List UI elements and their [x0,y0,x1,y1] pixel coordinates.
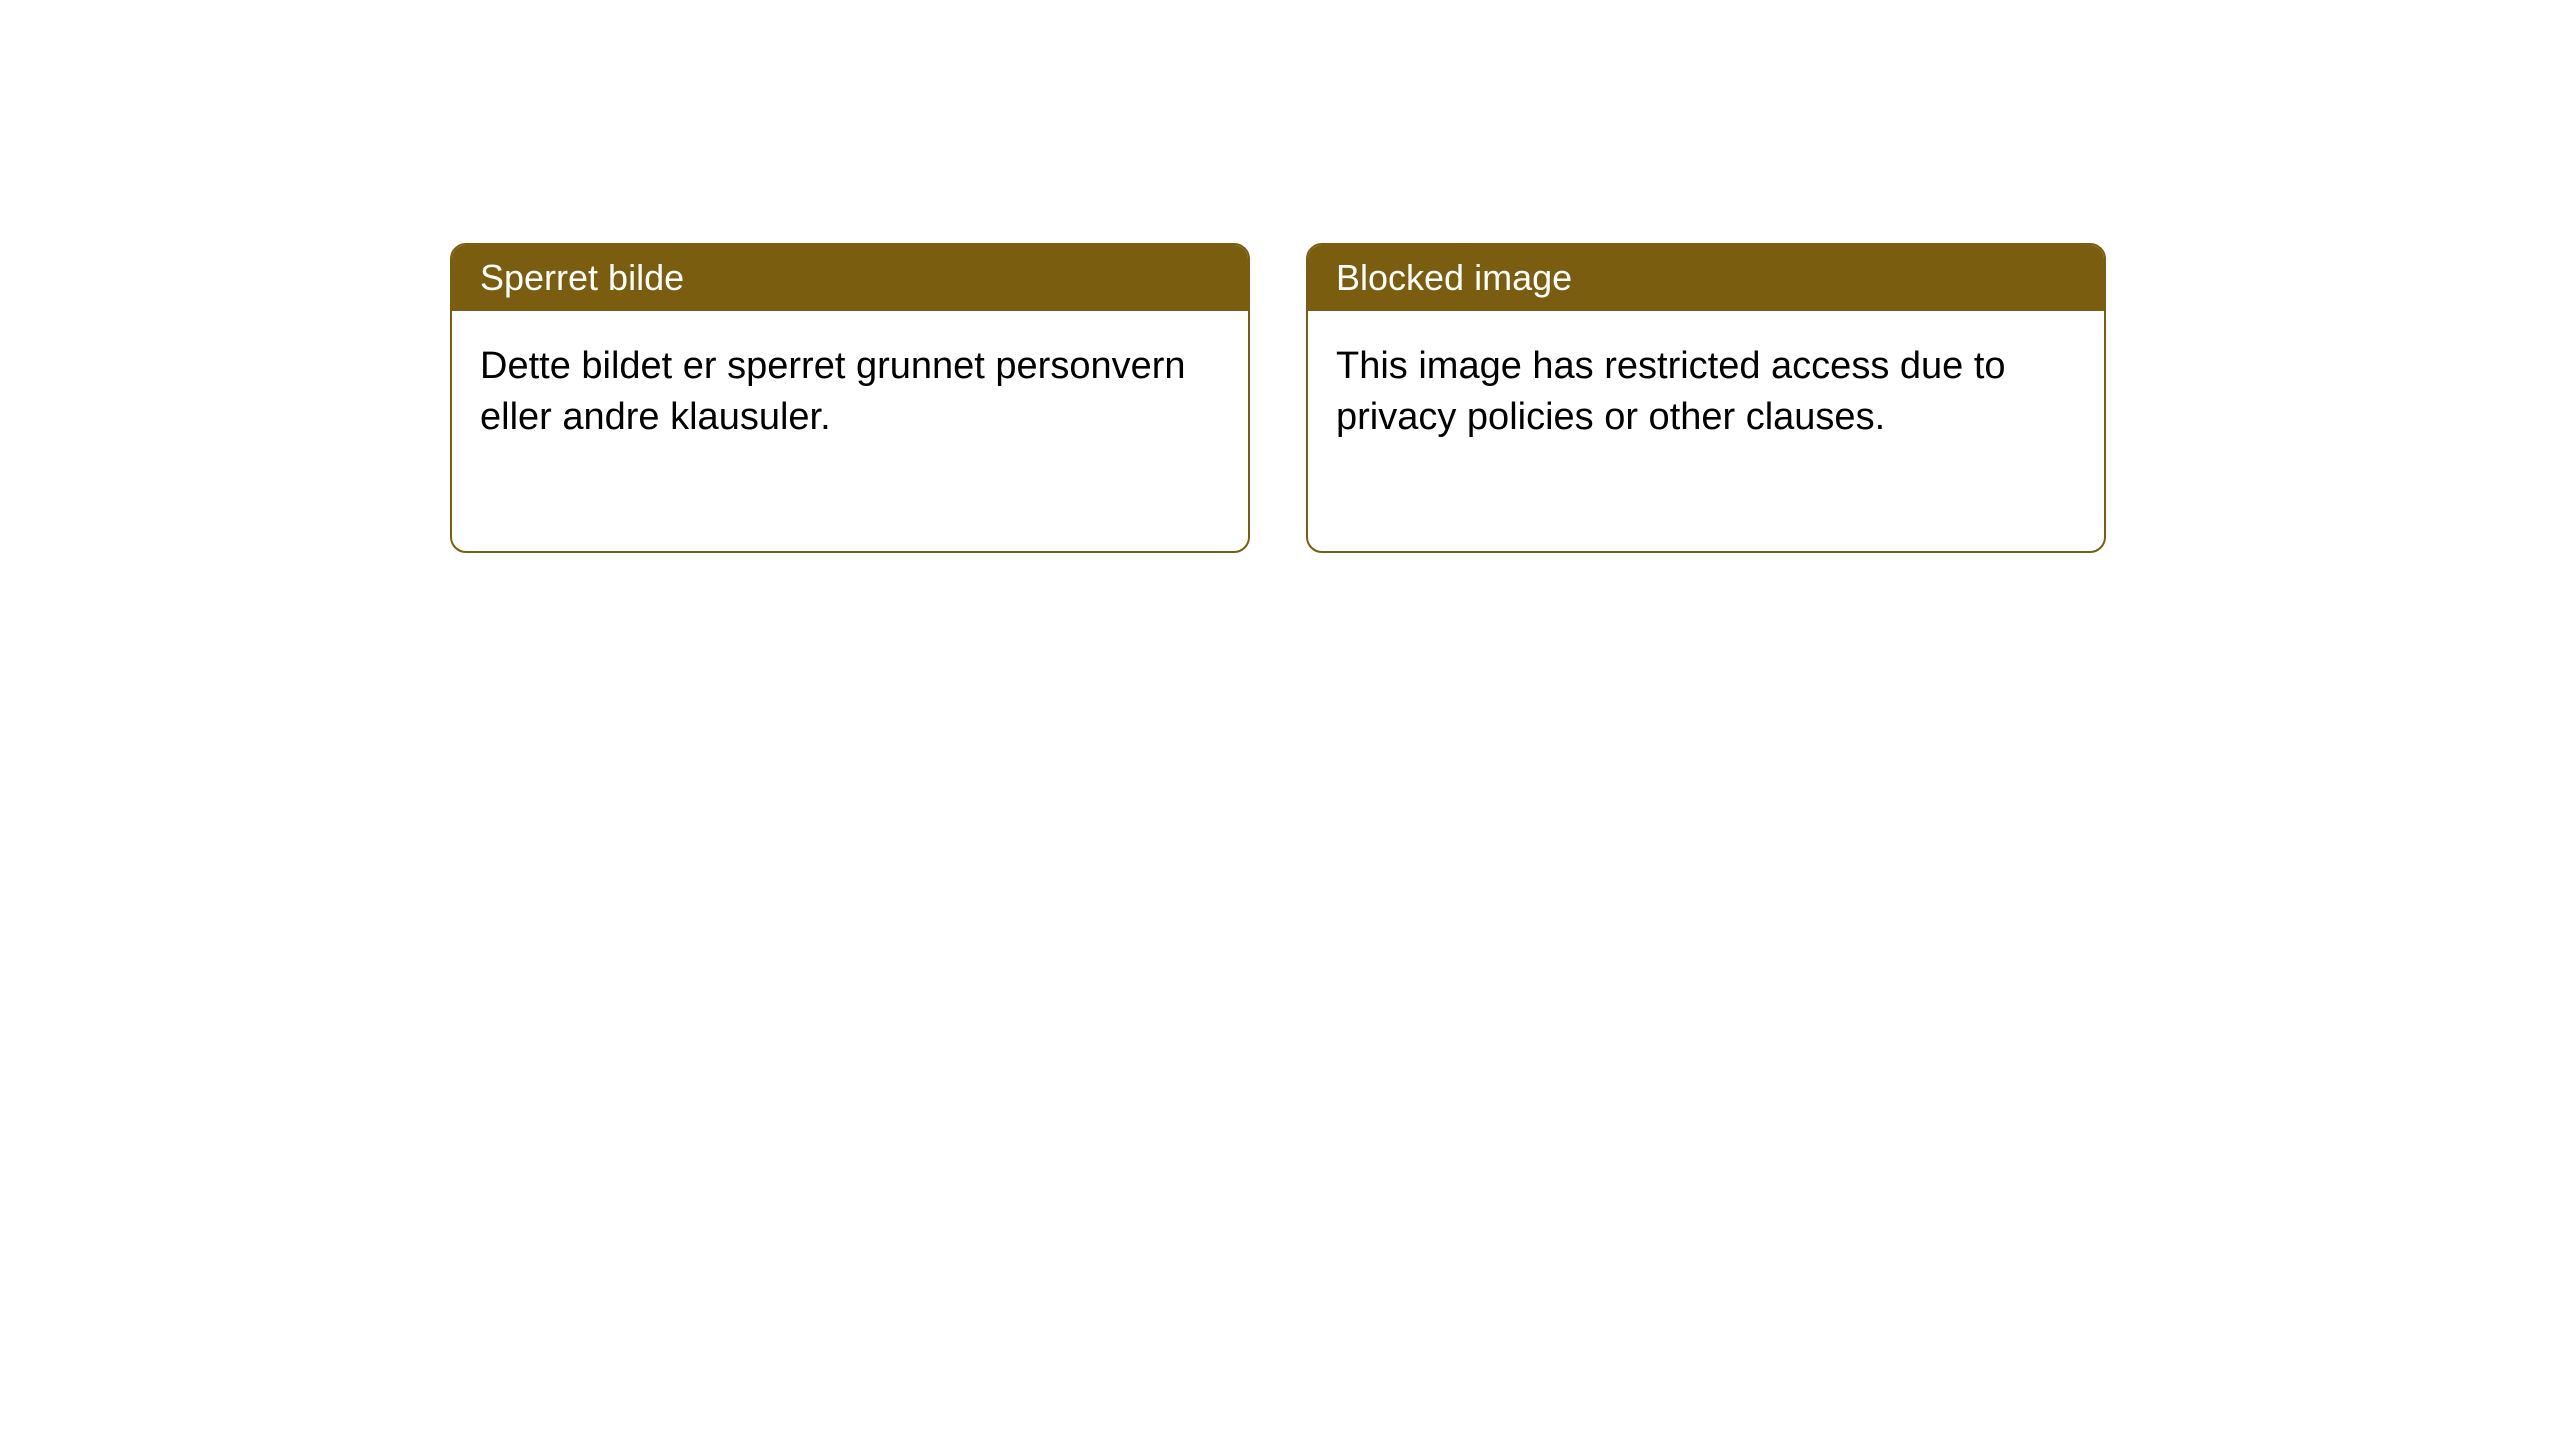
notice-header-en: Blocked image [1308,245,2104,311]
notice-body-en: This image has restricted access due to … [1308,311,2104,551]
notice-header-no: Sperret bilde [452,245,1248,311]
notice-card-no: Sperret bilde Dette bildet er sperret gr… [450,243,1250,553]
notice-container: Sperret bilde Dette bildet er sperret gr… [450,243,2106,553]
notice-body-no: Dette bildet er sperret grunnet personve… [452,311,1248,551]
notice-card-en: Blocked image This image has restricted … [1306,243,2106,553]
